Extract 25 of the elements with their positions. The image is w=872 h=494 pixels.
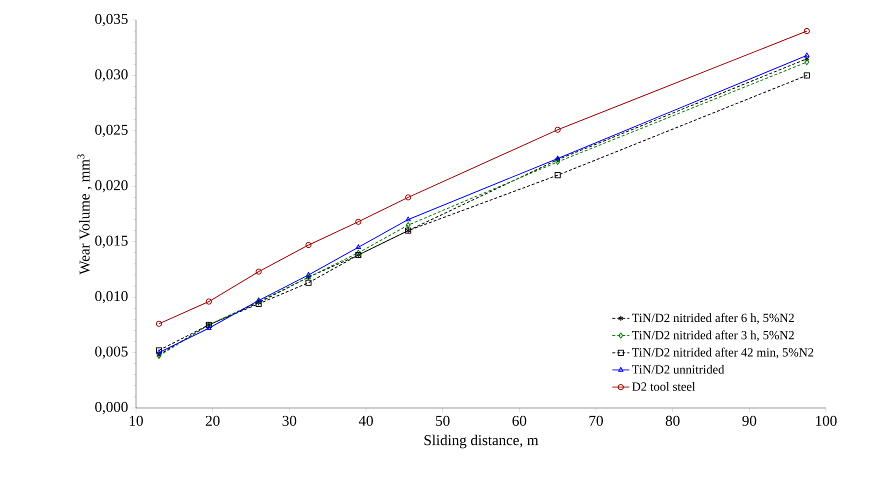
y-tick-label: 0,030 bbox=[95, 69, 128, 82]
x-tick-label: 60 bbox=[512, 416, 526, 426]
y-axis-title: Wear Volume , mm$^{3}$ bbox=[77, 154, 92, 275]
y-tick-label: 0,000 bbox=[95, 402, 128, 414]
x-tick-label: 30 bbox=[282, 416, 296, 426]
y-tick-label: 0,025 bbox=[95, 124, 128, 137]
legend-label: TiN/D2 nitrided after 3 h, 5%N2 bbox=[632, 330, 794, 342]
x-tick-label: 20 bbox=[206, 416, 220, 426]
x-tick-label: 50 bbox=[436, 416, 450, 426]
y-tick-label: 0,015 bbox=[95, 236, 128, 248]
legend-label: TiN/D2 unnitrided bbox=[632, 364, 724, 374]
legend-label: TiN/D2 nitrided after 6 h, 5%N2 bbox=[632, 313, 794, 324]
x-tick-label: 90 bbox=[742, 416, 756, 426]
x-tick-label: 80 bbox=[666, 416, 680, 426]
x-tick-label: 100 bbox=[816, 416, 837, 426]
x-tick-label: 40 bbox=[358, 416, 373, 426]
legend-label: D2 tool steel bbox=[632, 382, 696, 391]
y-tick-label: 0,010 bbox=[95, 291, 128, 304]
y-tick-label: 0,020 bbox=[95, 180, 128, 192]
x-axis-title: Sliding distance, m bbox=[424, 434, 538, 448]
legend-label: TiN/D2 nitrided after 42 min, 5%N2 bbox=[632, 348, 814, 358]
x-tick-label: 10 bbox=[130, 416, 143, 426]
x-tick-label: 70 bbox=[590, 416, 603, 426]
y-tick-label: 0,035 bbox=[95, 14, 128, 26]
y-tick-label: 0,005 bbox=[95, 346, 128, 359]
